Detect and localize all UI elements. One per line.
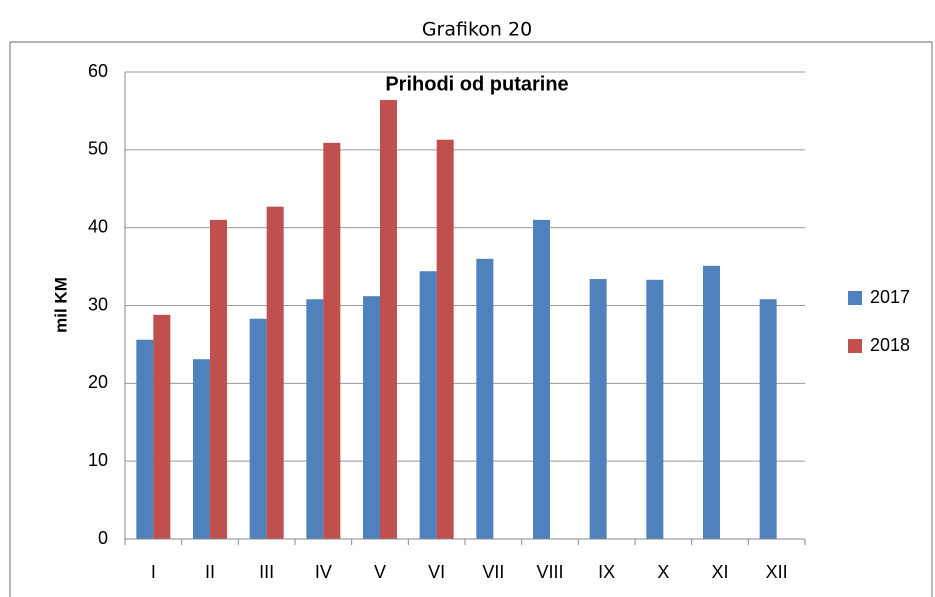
y-tick-label: 0 (98, 528, 108, 548)
x-tick-label: IX (598, 562, 615, 582)
bar (249, 318, 267, 539)
x-tick-label: III (259, 562, 274, 582)
bar (193, 359, 210, 539)
caption: Grafikon 20 (422, 19, 532, 41)
x-tick-label: XI (711, 562, 728, 582)
bar (136, 339, 154, 539)
bar (703, 265, 720, 539)
chart-frame (9, 41, 933, 597)
x-tick-label: V (374, 562, 386, 582)
y-tick-label: 10 (88, 450, 108, 470)
bar (419, 271, 437, 539)
bar (306, 299, 324, 539)
bar (363, 296, 380, 539)
x-tick-label: X (657, 562, 669, 582)
bar (323, 142, 341, 539)
x-tick-label: IV (315, 562, 332, 582)
bar (266, 206, 284, 539)
bar (380, 100, 397, 540)
x-tick-label: VI (428, 562, 445, 582)
x-tick-label: II (205, 562, 215, 582)
legend-swatch (848, 339, 862, 353)
y-axis-label: mil KM (51, 277, 70, 333)
bar (436, 139, 454, 539)
bar (210, 219, 227, 539)
bar (759, 299, 777, 539)
chart-title: Prihodi od putarine (385, 73, 568, 95)
x-tick-label: VII (482, 562, 504, 582)
x-tick-label: VIII (536, 562, 563, 582)
bar (533, 219, 550, 539)
bar (589, 279, 607, 539)
legend-swatch (848, 291, 862, 305)
bar (153, 314, 171, 539)
y-tick-label: 60 (88, 61, 108, 81)
y-tick-label: 50 (88, 139, 108, 159)
legend-label: 2017 (870, 287, 910, 307)
y-tick-label: 20 (88, 372, 108, 392)
y-tick-label: 30 (88, 294, 108, 314)
legend-label: 2018 (870, 335, 910, 355)
bar (476, 258, 494, 539)
x-tick-label: XII (766, 562, 788, 582)
y-tick-label: 40 (88, 216, 108, 236)
bar (646, 279, 664, 539)
x-tick-label: I (151, 562, 156, 582)
